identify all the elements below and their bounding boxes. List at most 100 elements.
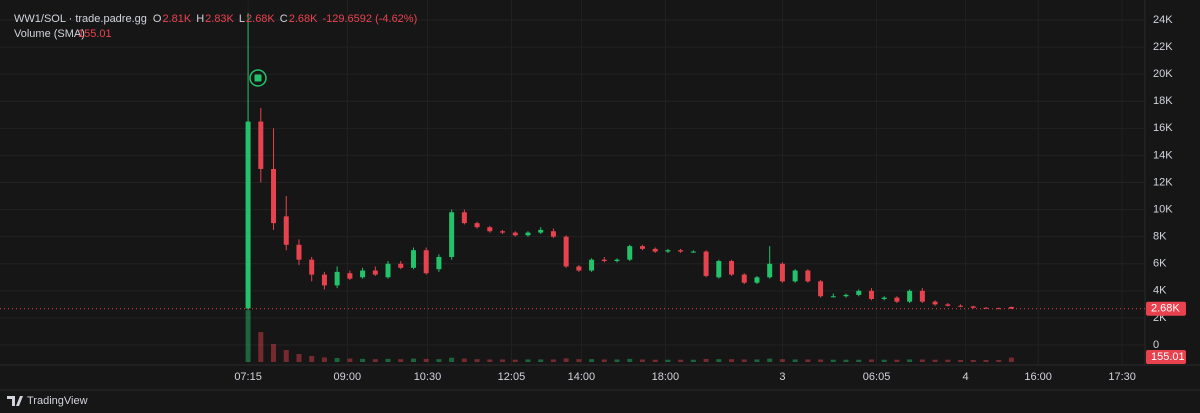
candle-body [958,305,964,307]
x-tick-label: 06:05 [863,371,891,383]
volume-bar [372,359,378,362]
y-tick-label: 18K [1153,95,1173,107]
chart-title: WW1/SOL · trade.padre.gg [14,13,147,25]
x-tick-label: 16:00 [1024,371,1052,383]
candle-body [894,297,900,302]
volume-bar [919,359,925,362]
volume-bar [512,359,518,362]
volume-bar [538,359,544,362]
volume-bar [907,359,913,362]
volume-bar [309,356,315,362]
x-tick-label: 14:00 [568,371,596,383]
volume-bar [449,357,455,362]
candle-body [576,266,582,271]
candle-body [512,232,518,236]
legend-value: 2.81K [162,13,191,25]
candle-body [410,250,416,268]
x-tick-label: 18:00 [652,371,680,383]
event-marker[interactable] [249,69,267,87]
candle-body [474,223,480,228]
y-tick-label: 6K [1153,258,1167,270]
brand: TradingView [27,395,88,407]
volume-bar [792,359,798,362]
x-tick-label: 07:15 [234,371,262,383]
volume-bar [258,332,264,362]
volume-bar [652,359,658,362]
last-price-label: 2.68K [1151,303,1180,315]
volume-bar [525,359,531,362]
legend-label: L [239,13,245,25]
volume-bar [283,350,289,362]
candle-body [271,168,277,224]
candle-body [283,216,289,245]
candle-body [360,270,366,278]
candle-body [601,259,607,262]
volume-bar [576,359,582,362]
volume-bar [996,360,1002,362]
legend-value: 2.68K [246,13,275,25]
candle-body [385,263,391,278]
candle-body [945,304,951,306]
volume-bar [958,360,964,362]
last-price-box [1146,301,1186,316]
candle-body [309,259,315,275]
volume-bar [779,359,785,362]
legend-change: -129.6592 (-4.62%) [322,13,417,25]
candle-body [754,277,760,283]
volume-bar [627,358,633,362]
candle-body [970,306,976,308]
x-tick-label: 3 [779,371,785,383]
volume-bar [589,359,595,362]
y-tick-label: 22K [1153,41,1173,53]
candle-body [614,259,620,262]
volume-bar [970,360,976,362]
volume-bar [296,354,302,362]
y-tick-label: 10K [1153,203,1173,215]
candle-body [881,297,887,299]
candle-body [436,256,442,270]
candle-body [703,251,709,276]
volume-bar [639,359,645,362]
candle-body [563,236,569,267]
x-tick-label: 10:30 [414,371,442,383]
volume-bar [423,358,429,362]
candle-body [500,231,506,233]
x-tick-label: 12:05 [498,371,526,383]
volume-bar [843,359,849,362]
candle-body [805,270,811,282]
volume-bar [754,359,760,362]
candle-body [538,229,544,233]
candle-body [716,261,722,278]
y-tick-label: 4K [1153,285,1167,297]
candle-body [245,121,251,309]
volume-bar [703,358,709,362]
candle-body [550,231,556,237]
last-volume-label: 155.01 [1151,351,1185,363]
volume-bar [461,358,467,362]
candle-body [652,248,658,252]
legend-label: C [280,13,288,25]
volume-bar [601,359,607,362]
candle-body [487,227,493,232]
volume-bar [894,359,900,362]
volume-bar [385,358,391,362]
volume-bar [856,359,862,362]
x-tick-label: 09:00 [334,371,362,383]
candle-body [665,250,671,252]
candle-body [1008,306,1014,309]
candle-body [818,281,824,297]
volume-bar [474,359,480,362]
y-tick-label: 12K [1153,176,1173,188]
volume-bar [500,359,506,362]
legend: O 2.81K H 2.83K L 2.68K C 2.68K -129.6592 (-4.62… [153,13,417,25]
candle-body [589,259,595,271]
marks [245,13,1014,362]
last-volume-box [1146,350,1186,364]
candle-body [372,270,378,275]
candle-body [830,296,836,298]
candle-body [627,246,633,260]
candle-body [347,273,353,279]
y-tick-label: 0 [1153,339,1159,351]
